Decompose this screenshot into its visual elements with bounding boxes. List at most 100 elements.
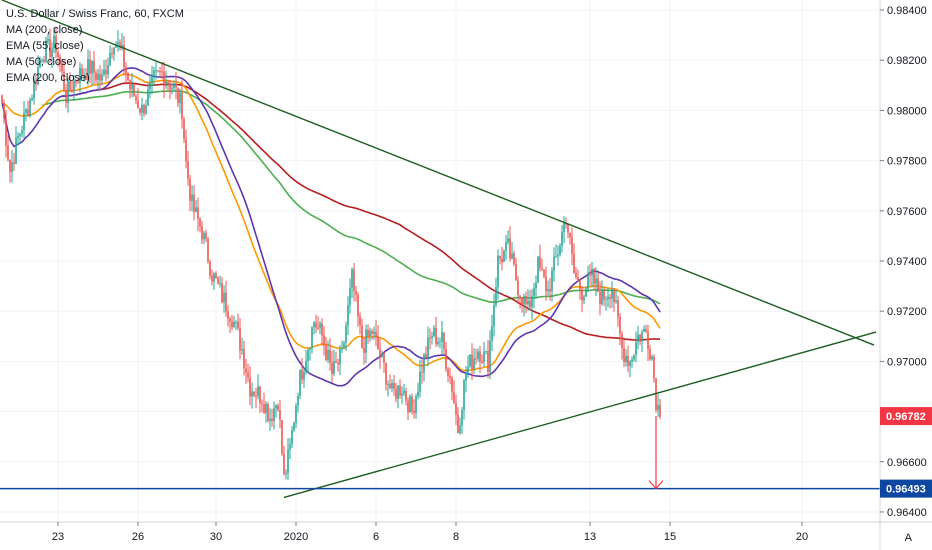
candle-body bbox=[393, 382, 395, 389]
candle-body bbox=[451, 377, 453, 393]
candle-body bbox=[187, 161, 189, 179]
candle-body bbox=[435, 327, 437, 345]
price-tick-label: 0.96400 bbox=[887, 507, 927, 519]
candle-body bbox=[99, 73, 101, 81]
candle-body bbox=[589, 274, 591, 276]
candle-body bbox=[325, 345, 327, 360]
candle-body bbox=[149, 82, 151, 90]
candle-body bbox=[561, 232, 563, 246]
candle-body bbox=[181, 92, 183, 120]
candle-body bbox=[449, 376, 451, 378]
candle-body bbox=[549, 289, 551, 292]
candle-body bbox=[459, 425, 461, 433]
candle-body bbox=[117, 42, 119, 45]
candle-body bbox=[601, 289, 603, 304]
candle-body bbox=[183, 119, 185, 139]
candle-body bbox=[23, 112, 25, 131]
candle-body bbox=[53, 35, 55, 49]
candle-body bbox=[37, 67, 39, 85]
indicator-ma200[interactable]: MA (200, close) bbox=[6, 24, 83, 36]
candle-body bbox=[559, 245, 561, 255]
candle-body bbox=[291, 430, 293, 445]
candle-body bbox=[73, 80, 75, 92]
indicator-ema200[interactable]: EMA (200, close) bbox=[6, 72, 90, 84]
candle-body bbox=[217, 278, 219, 284]
candle-body bbox=[487, 350, 489, 373]
candle-body bbox=[293, 423, 295, 431]
candle-body bbox=[637, 334, 639, 343]
candle-body bbox=[485, 350, 487, 352]
time-axis[interactable]: 23 26 30 2020 6 8 13 15 20 bbox=[52, 522, 808, 543]
candle-body bbox=[35, 80, 37, 85]
candle-body bbox=[113, 47, 115, 55]
candle-body bbox=[563, 223, 565, 233]
candle-body bbox=[75, 80, 77, 83]
candle-body bbox=[511, 253, 513, 259]
auto-scale-button[interactable]: A bbox=[904, 532, 912, 544]
candle-body bbox=[415, 396, 417, 414]
candle-body bbox=[651, 356, 653, 360]
candle-body bbox=[471, 354, 473, 370]
time-tick-label: 13 bbox=[584, 531, 596, 543]
price-tick-label: 0.97800 bbox=[887, 156, 927, 168]
candle-body bbox=[517, 280, 519, 296]
candle-body bbox=[199, 218, 201, 227]
time-tick-label: 23 bbox=[52, 531, 64, 543]
time-tick-label: 30 bbox=[210, 531, 222, 543]
candle-body bbox=[615, 300, 617, 303]
candle-body bbox=[367, 329, 369, 337]
candle-body bbox=[103, 69, 105, 75]
resistance-trendline[interactable] bbox=[1, 0, 875, 346]
moving-averages bbox=[1, 67, 661, 387]
candle-body bbox=[379, 349, 381, 357]
candle-body bbox=[567, 224, 569, 233]
candle-body bbox=[251, 391, 253, 397]
candle-body bbox=[205, 232, 207, 240]
candle-body bbox=[441, 332, 443, 342]
candle-body bbox=[39, 60, 41, 68]
ma50-line bbox=[1, 67, 661, 387]
candle-body bbox=[197, 207, 199, 219]
candle-body bbox=[81, 67, 83, 77]
ma200-line bbox=[61, 82, 661, 341]
candle-body bbox=[61, 64, 63, 72]
candle-body bbox=[479, 351, 481, 362]
candle-body bbox=[225, 292, 227, 312]
level-price-badge bbox=[880, 479, 932, 498]
level-price-badge-label: 0.96493 bbox=[886, 484, 926, 496]
candle-body bbox=[383, 352, 385, 363]
candle-body bbox=[533, 288, 535, 297]
chart-legend: U.S. Dollar / Swiss Franc, 60, FXCM MA (… bbox=[6, 6, 184, 86]
candle-body bbox=[525, 296, 527, 305]
indicator-ema55[interactable]: EMA (55, close) bbox=[6, 40, 84, 52]
candle-body bbox=[599, 291, 601, 304]
candle-body bbox=[55, 35, 57, 53]
candle-body bbox=[353, 269, 355, 292]
candle-body bbox=[161, 71, 163, 73]
candle-body bbox=[167, 81, 169, 84]
candle-body bbox=[381, 352, 383, 357]
candle-body bbox=[19, 133, 21, 137]
candle-body bbox=[535, 282, 537, 289]
candle-body bbox=[289, 444, 291, 450]
indicator-ma50[interactable]: MA (50, close) bbox=[6, 56, 77, 68]
candle-body bbox=[283, 453, 285, 474]
support-trendline[interactable] bbox=[283, 331, 877, 499]
candle-body bbox=[295, 405, 297, 424]
candle-body bbox=[613, 289, 615, 303]
candle-body bbox=[621, 333, 623, 348]
candle-body bbox=[373, 331, 375, 334]
candle-body bbox=[365, 329, 367, 353]
candle-body bbox=[597, 278, 599, 292]
candle-body bbox=[619, 316, 621, 334]
candle-body bbox=[11, 162, 13, 172]
trend-drawings bbox=[0, 0, 880, 499]
candle-body bbox=[143, 104, 145, 114]
candle-body bbox=[273, 408, 275, 422]
candle-body bbox=[305, 360, 307, 372]
price-badges: 0.96782 0.96493 bbox=[880, 407, 932, 498]
candle-body bbox=[547, 289, 549, 292]
price-tick-label: 0.97600 bbox=[887, 206, 927, 218]
candle-body bbox=[141, 104, 143, 113]
